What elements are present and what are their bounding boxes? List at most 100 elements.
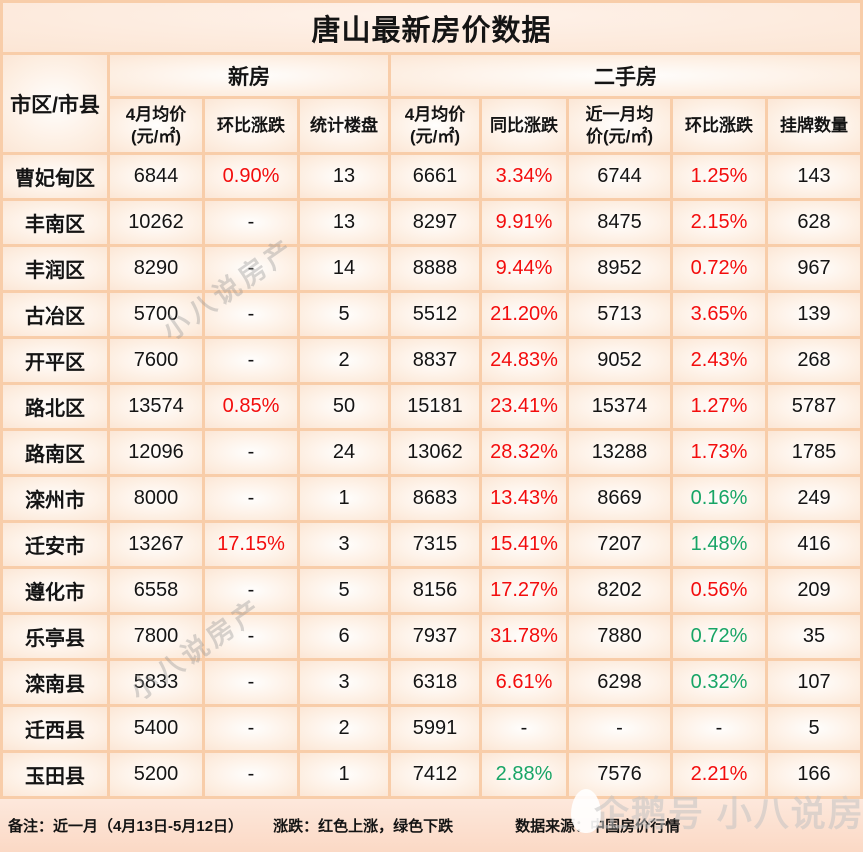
region-cell: 迁安市 xyxy=(3,523,107,566)
value-cell: 5 xyxy=(300,293,388,336)
value-cell: 5400 xyxy=(110,707,202,750)
value-cell: 6744 xyxy=(569,155,670,198)
value-cell: 31.78% xyxy=(482,615,566,658)
header-used-april-avg-price: 4月均价 (元/㎡) xyxy=(391,99,479,152)
value-cell: 209 xyxy=(768,569,861,612)
table-header: 唐山最新房价数据 市区/市县 新房 二手房 4月均价 (元/㎡) 环比涨跌 统计… xyxy=(3,3,861,152)
value-cell: 8156 xyxy=(391,569,479,612)
value-cell: 5787 xyxy=(768,385,861,428)
table-row: 古冶区 5700-5 5512 21.20% 5713 3.65% 139 xyxy=(3,293,861,336)
value-cell: 7937 xyxy=(391,615,479,658)
value-cell: 5713 xyxy=(569,293,670,336)
value-cell: 13288 xyxy=(569,431,670,474)
header-group-new-homes: 新房 xyxy=(110,55,388,96)
table-row: 滦州市 8000-1 8683 13.43% 8669 0.16% 249 xyxy=(3,477,861,520)
value-cell: 8952 xyxy=(569,247,670,290)
value-cell: - xyxy=(205,201,297,244)
value-cell: 6661 xyxy=(391,155,479,198)
footer-note-bar: 备注：近一月（4月13日-5月12日） 涨跌：红色上涨，绿色下跌 数据来源：中国… xyxy=(0,799,863,852)
value-cell: 5 xyxy=(300,569,388,612)
value-cell: 2.88% xyxy=(482,753,566,796)
region-cell: 滦南县 xyxy=(3,661,107,704)
value-cell: 0.56% xyxy=(673,569,765,612)
title-row: 唐山最新房价数据 xyxy=(3,3,861,52)
value-cell: 2.43% xyxy=(673,339,765,382)
value-cell: 0.85% xyxy=(205,385,297,428)
value-cell: 15374 xyxy=(569,385,670,428)
table-row: 路北区 13574 0.85% 50 15181 23.41% 15374 1.27% 5787 xyxy=(3,385,861,428)
value-cell: 3.65% xyxy=(673,293,765,336)
table-row: 开平区 7600-2 8837 24.83% 9052 2.43% 268 xyxy=(3,339,861,382)
header-new-april-avg-price: 4月均价 (元/㎡) xyxy=(110,99,202,152)
value-cell: 107 xyxy=(768,661,861,704)
value-cell: 7412 xyxy=(391,753,479,796)
value-cell: 23.41% xyxy=(482,385,566,428)
value-cell: 13 xyxy=(300,201,388,244)
header-group-second-hand: 二手房 xyxy=(391,55,861,96)
value-cell: 249 xyxy=(768,477,861,520)
region-cell: 路北区 xyxy=(3,385,107,428)
value-cell: 1.73% xyxy=(673,431,765,474)
value-cell: 6 xyxy=(300,615,388,658)
value-cell: 268 xyxy=(768,339,861,382)
value-cell: 17.15% xyxy=(205,523,297,566)
value-cell: 6318 xyxy=(391,661,479,704)
value-cell: 1.27% xyxy=(673,385,765,428)
header-new-mom-change: 环比涨跌 xyxy=(205,99,297,152)
region-cell: 迁西县 xyxy=(3,707,107,750)
value-cell: 13062 xyxy=(391,431,479,474)
value-cell: 3.34% xyxy=(482,155,566,198)
region-cell: 滦州市 xyxy=(3,477,107,520)
value-cell: 6558 xyxy=(110,569,202,612)
value-cell: 8202 xyxy=(569,569,670,612)
table-row: 路南区 12096-24 13062 28.32% 13288 1.73% 1785 xyxy=(3,431,861,474)
header-used-yoy-change: 同比涨跌 xyxy=(482,99,566,152)
value-cell: 13574 xyxy=(110,385,202,428)
value-cell: 6298 xyxy=(569,661,670,704)
value-cell: - xyxy=(205,293,297,336)
table-row: 丰润区 8290-14 8888 9.44% 8952 0.72% 967 xyxy=(3,247,861,290)
value-cell: - xyxy=(205,569,297,612)
value-cell: 9052 xyxy=(569,339,670,382)
value-cell: 24.83% xyxy=(482,339,566,382)
value-cell: - xyxy=(569,707,670,750)
value-cell: 8683 xyxy=(391,477,479,520)
value-cell: - xyxy=(482,707,566,750)
table-row: 丰南区 10262-13 8297 9.91% 8475 2.15% 628 xyxy=(3,201,861,244)
value-cell: 5512 xyxy=(391,293,479,336)
region-cell: 丰南区 xyxy=(3,201,107,244)
value-cell: 628 xyxy=(768,201,861,244)
value-cell: 7576 xyxy=(569,753,670,796)
value-cell: 50 xyxy=(300,385,388,428)
header-region-column: 市区/市县 xyxy=(3,55,107,152)
table-row: 曹妃甸区 6844 0.90% 13 6661 3.34% 6744 1.25% 143 xyxy=(3,155,861,198)
value-cell: 10262 xyxy=(110,201,202,244)
region-cell: 玉田县 xyxy=(3,753,107,796)
region-cell: 乐亭县 xyxy=(3,615,107,658)
value-cell: - xyxy=(205,707,297,750)
value-cell: 8888 xyxy=(391,247,479,290)
value-cell: 6.61% xyxy=(482,661,566,704)
value-cell: 12096 xyxy=(110,431,202,474)
group-header-row: 市区/市县 新房 二手房 xyxy=(3,55,861,152)
value-cell: 8475 xyxy=(569,201,670,244)
value-cell: 5833 xyxy=(110,661,202,704)
table-row: 乐亭县 7800-6 7937 31.78% 7880 0.72% 35 xyxy=(3,615,861,658)
value-cell: 0.32% xyxy=(673,661,765,704)
value-cell: 5700 xyxy=(110,293,202,336)
value-cell: 2 xyxy=(300,339,388,382)
value-cell: - xyxy=(205,753,297,796)
value-cell: 7880 xyxy=(569,615,670,658)
value-cell: - xyxy=(205,615,297,658)
region-cell: 路南区 xyxy=(3,431,107,474)
table-row: 迁西县 5400-2 5991- - -5 xyxy=(3,707,861,750)
value-cell: 7207 xyxy=(569,523,670,566)
page-title: 唐山最新房价数据 xyxy=(3,3,861,52)
region-cell: 丰润区 xyxy=(3,247,107,290)
value-cell: 15.41% xyxy=(482,523,566,566)
value-cell: 6844 xyxy=(110,155,202,198)
value-cell: 3 xyxy=(300,661,388,704)
value-cell: 1785 xyxy=(768,431,861,474)
footer-data-source: 数据来源：中国房价行情 xyxy=(515,818,681,835)
